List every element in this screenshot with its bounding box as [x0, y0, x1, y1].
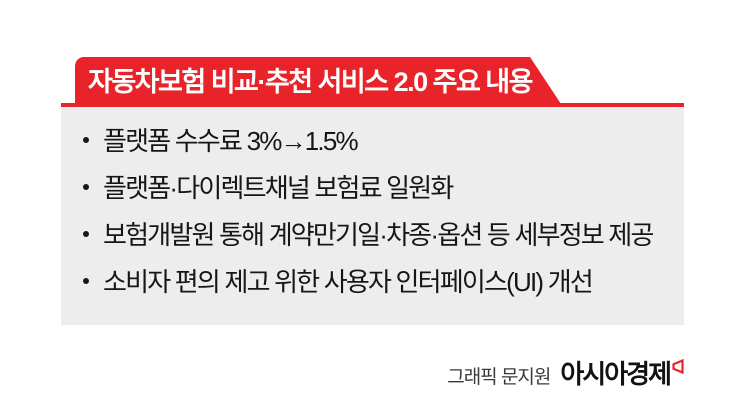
bullet-text: 소비자 편의 제고 위한 사용자 인터페이스(UI) 개선 — [103, 267, 594, 297]
list-item: 소비자 편의 제고 위한 사용자 인터페이스(UI) 개선 — [80, 257, 670, 304]
brand-name: 아시아경제 — [560, 359, 672, 389]
bullet-list: 플랫폼 수수료 3%→1.5% 플랫폼·다이렉트채널 보험료 일원화 보험개발원… — [80, 116, 670, 304]
credit-text: 그래픽 문지원 — [447, 367, 551, 388]
bullet-text: 플랫폼 수수료 3%→1.5% — [103, 126, 359, 156]
list-item: 플랫폼·다이렉트채널 보험료 일원화 — [80, 163, 670, 210]
title-banner: 자동차보험 비교·추천 서비스 2.0 주요 내용 — [75, 57, 563, 107]
bullet-dot-icon — [83, 230, 89, 237]
bullet-dot-icon — [83, 136, 89, 143]
bullet-text: 보험개발원 통해 계약만기일·차종·옵션 등 세부정보 제공 — [103, 220, 654, 250]
list-item: 플랫폼 수수료 3%→1.5% — [80, 116, 670, 163]
asia-economy-logo-icon — [672, 358, 684, 375]
bullet-dot-icon — [83, 183, 89, 190]
bullet-dot-icon — [83, 277, 89, 284]
credit-line: 그래픽 문지원 아시아경제 — [447, 354, 684, 391]
page-title: 자동차보험 비교·추천 서비스 2.0 주요 내용 — [88, 67, 533, 97]
list-item: 보험개발원 통해 계약만기일·차종·옵션 등 세부정보 제공 — [80, 210, 670, 257]
bullet-text: 플랫폼·다이렉트채널 보험료 일원화 — [103, 173, 454, 203]
